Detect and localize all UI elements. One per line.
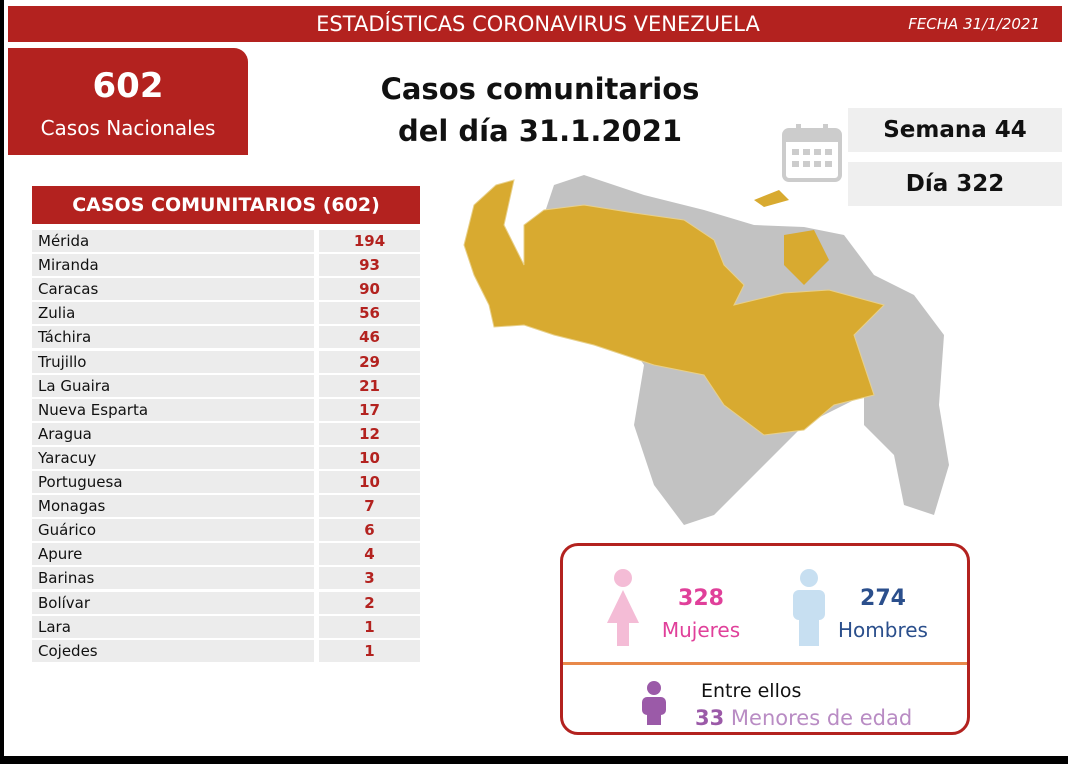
national-count: 602 — [92, 66, 164, 106]
state-cases: 10 — [319, 471, 420, 493]
state-cases: 21 — [319, 374, 420, 397]
day: Día 322 — [848, 162, 1062, 206]
state-cases: 12 — [319, 422, 420, 445]
state-cases: 3 — [319, 567, 420, 590]
table-row: Lara 1 — [32, 615, 420, 638]
state-name: Yaracuy — [32, 446, 314, 469]
state-name: Miranda — [32, 254, 314, 277]
minors-intro: Entre ellos — [701, 680, 802, 702]
divider — [563, 662, 967, 665]
table-row: Trujillo 29 — [32, 350, 420, 373]
minors-line: 33 Menores de edad — [695, 706, 912, 730]
map — [463, 175, 949, 525]
state-cases: 46 — [319, 326, 420, 349]
state-name: Guárico — [32, 519, 314, 542]
table-row: Yaracuy 10 — [32, 446, 420, 469]
state-name: Nueva Esparta — [32, 398, 314, 421]
state-cases: 1 — [319, 615, 420, 638]
national-label: Casos Nacionales — [40, 116, 216, 140]
table-row: Bolívar 2 — [32, 591, 420, 614]
state-cases: 6 — [319, 519, 420, 542]
state-cases: 7 — [319, 495, 420, 518]
men-label: Hombres — [838, 618, 928, 642]
map-yellow — [754, 190, 789, 207]
state-name: La Guaira — [32, 374, 314, 397]
table-row: Apure 4 — [32, 543, 420, 566]
gender-box: 328 Mujeres 274 Hombres Entre ellos 33 M… — [560, 543, 970, 735]
table-row: Barinas 3 — [32, 567, 420, 590]
women-label: Mujeres — [661, 618, 741, 642]
child-icon — [642, 681, 666, 725]
state-name: Trujillo — [32, 350, 314, 373]
table-row: Táchira 46 — [32, 326, 420, 349]
map-yellow — [463, 179, 885, 436]
week: Semana 44 — [848, 108, 1062, 152]
table-row: Mérida 194 — [32, 230, 420, 252]
header-bar: ESTADÍSTICAS CORONAVIRUS VENEZUELA FECHA… — [8, 6, 1062, 42]
state-name: Mérida — [32, 230, 314, 252]
map-yellow — [784, 230, 829, 285]
table-row: La Guaira 21 — [32, 374, 420, 397]
state-cases: 17 — [319, 398, 420, 421]
national-box: 602 Casos Nacionales — [8, 48, 248, 155]
men-icon — [793, 569, 825, 646]
state-cases: 93 — [319, 254, 420, 277]
state-name: Aragua — [32, 422, 314, 445]
calendar-icon — [782, 124, 842, 182]
women-icon — [607, 569, 639, 646]
state-name: Táchira — [32, 326, 314, 349]
state-cases: 56 — [319, 302, 420, 325]
header-date: FECHA 31/1/2021 — [908, 15, 1040, 33]
state-name: Portuguesa — [32, 471, 314, 493]
state-name: Apure — [32, 543, 314, 566]
state-cases: 4 — [319, 543, 420, 566]
state-name: Bolívar — [32, 591, 314, 614]
men-count: 274 — [860, 586, 906, 611]
state-name: Zulia — [32, 302, 314, 325]
table-title: CASOS COMUNITARIOS (602) — [32, 186, 420, 224]
state-cases: 1 — [319, 639, 420, 662]
state-name: Barinas — [32, 567, 314, 590]
table-row: Portuguesa 10 — [32, 471, 420, 493]
state-name: Monagas — [32, 495, 314, 518]
table-row: Cojedes 1 — [32, 639, 420, 662]
table-row: Miranda 93 — [32, 254, 420, 277]
table-row: Aragua 12 — [32, 422, 420, 445]
state-cases: 10 — [319, 446, 420, 469]
headline: Casos comunitarios — [380, 72, 700, 106]
table-row: Zulia 56 — [32, 302, 420, 325]
state-name: Caracas — [32, 278, 314, 301]
headline: del día 31.1.2021 — [397, 114, 683, 148]
table-row: Guárico 6 — [32, 519, 420, 542]
state-cases: 2 — [319, 591, 420, 614]
state-name: Lara — [32, 615, 314, 638]
table-row: Monagas 7 — [32, 495, 420, 518]
table-row: Nueva Esparta 17 — [32, 398, 420, 421]
minors-label: Menores de edad — [730, 706, 913, 730]
women-count: 328 — [678, 586, 724, 611]
header-title: ESTADÍSTICAS CORONAVIRUS VENEZUELA — [316, 12, 760, 36]
state-cases: 194 — [319, 230, 420, 252]
sheet: ESTADÍSTICAS CORONAVIRUS VENEZUELA FECHA… — [4, 0, 1068, 756]
table-row: Caracas 90 — [32, 278, 420, 301]
minors-count: 33 — [695, 706, 725, 730]
state-cases: 90 — [319, 278, 420, 301]
state-cases: 29 — [319, 350, 420, 373]
state-name: Cojedes — [32, 639, 314, 662]
